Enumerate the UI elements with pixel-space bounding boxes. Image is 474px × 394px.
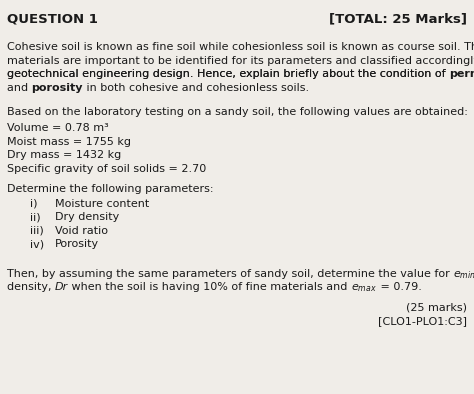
Text: [TOTAL: 25 Marks]: [TOTAL: 25 Marks] [329,12,467,25]
Text: and: and [7,82,32,93]
Text: Then, by assuming the same parameters of sandy soil, determine the value for: Then, by assuming the same parameters of… [7,269,453,279]
Text: [CLO1-PLO1:C3]: [CLO1-PLO1:C3] [378,316,467,326]
Text: iii): iii) [30,226,44,236]
Text: Dry density: Dry density [55,212,119,222]
Text: QUESTION 1: QUESTION 1 [7,12,98,25]
Text: density,: density, [7,282,55,292]
Text: $e_{max}$: $e_{max}$ [351,282,377,294]
Text: Dr: Dr [55,282,68,292]
Text: geotechnical engineering design. Hence, explain briefly about the condition of: geotechnical engineering design. Hence, … [7,69,449,79]
Text: Volume = 0.78 m³: Volume = 0.78 m³ [7,123,109,133]
Text: ii): ii) [30,212,41,222]
Text: Moisture content: Moisture content [55,199,149,208]
Text: iv): iv) [30,239,44,249]
Text: porosity: porosity [32,82,83,93]
Text: geotechnical engineering design. Hence, explain briefly about the condition of: geotechnical engineering design. Hence, … [7,69,449,79]
Text: = 0.79.: = 0.79. [377,282,422,292]
Text: Cohesive soil is known as fine soil while cohesionless soil is known as course s: Cohesive soil is known as fine soil whil… [7,42,474,52]
Text: Void ratio: Void ratio [55,226,108,236]
Text: Specific gravity of soil solids = 2.70: Specific gravity of soil solids = 2.70 [7,164,206,173]
Text: Moist mass = 1755 kg: Moist mass = 1755 kg [7,136,131,147]
Text: $e_{min}$: $e_{min}$ [453,269,474,281]
Text: when the soil is having 10% of fine materials and: when the soil is having 10% of fine mate… [68,282,351,292]
Text: permeability: permeability [449,69,474,79]
Text: Porosity: Porosity [55,239,99,249]
Text: i): i) [30,199,37,208]
Text: materials are important to be identified for its parameters and classified accor: materials are important to be identified… [7,56,474,65]
Text: Dry mass = 1432 kg: Dry mass = 1432 kg [7,150,121,160]
Text: Determine the following parameters:: Determine the following parameters: [7,184,213,194]
Text: (25 marks): (25 marks) [406,303,467,312]
Text: in both cohesive and cohesionless soils.: in both cohesive and cohesionless soils. [83,82,309,93]
Text: Based on the laboratory testing on a sandy soil, the following values are obtain: Based on the laboratory testing on a san… [7,107,468,117]
